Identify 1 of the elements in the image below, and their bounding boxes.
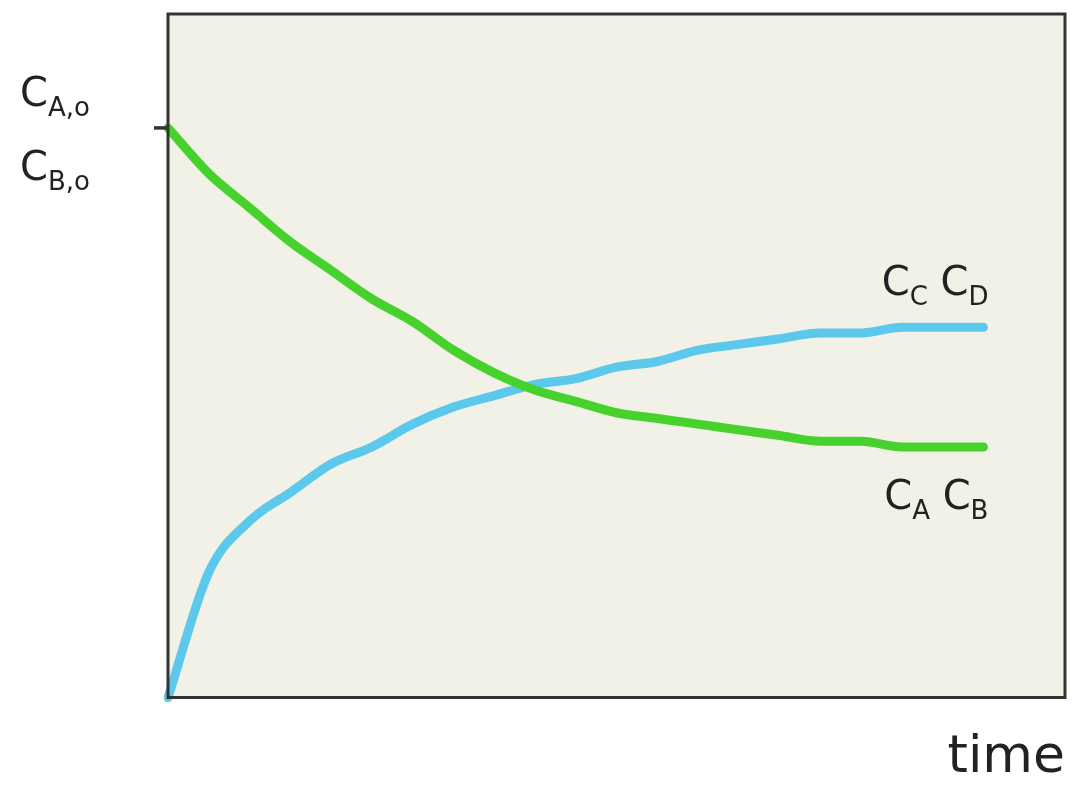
x-axis-title: time [947,724,1065,785]
